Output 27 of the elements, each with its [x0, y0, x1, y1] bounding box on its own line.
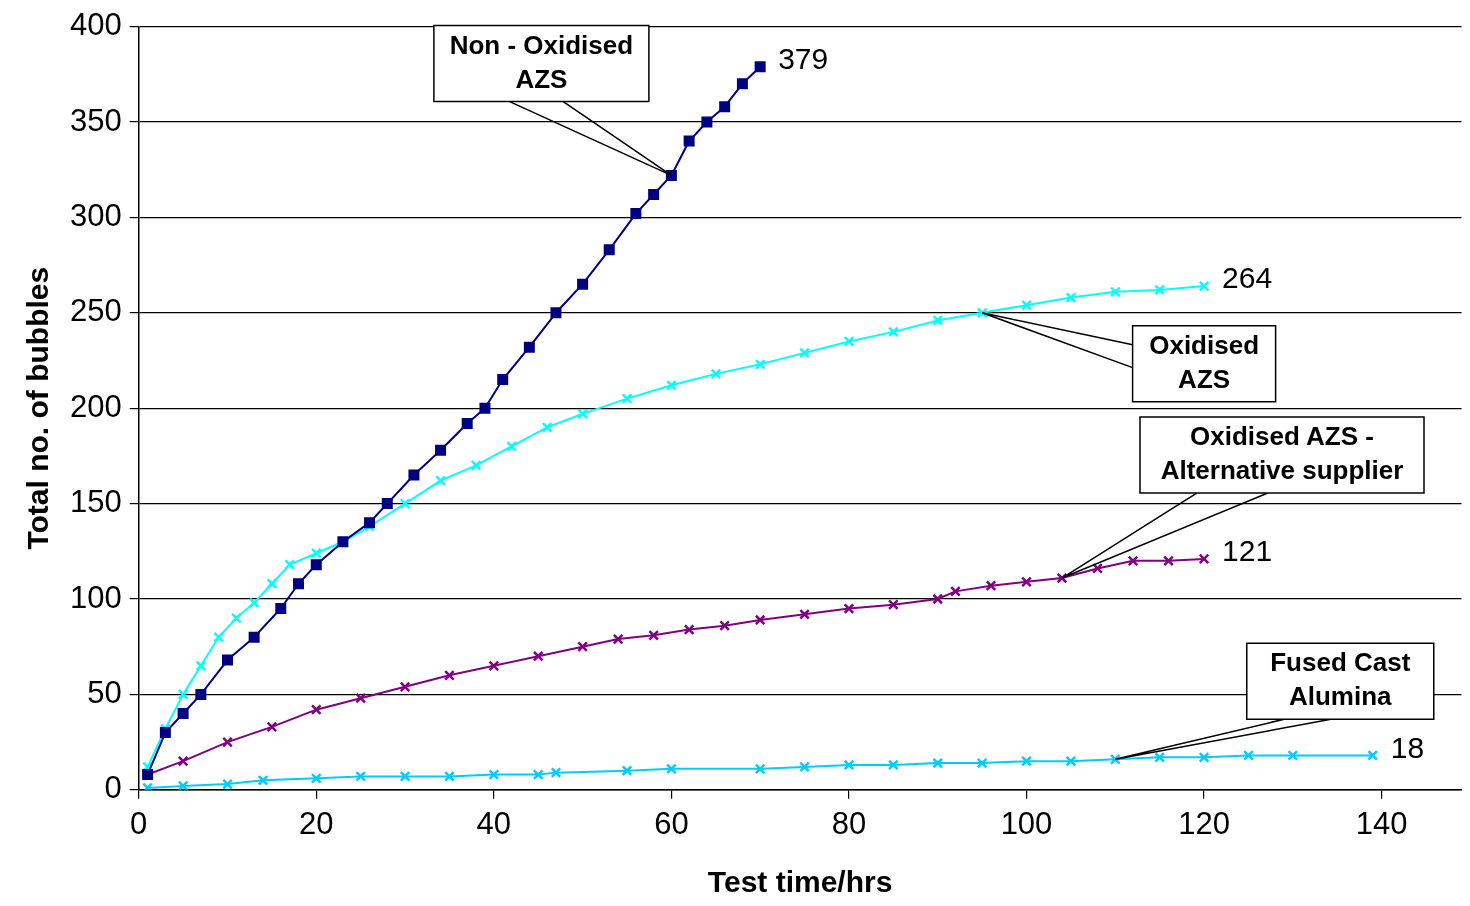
y-tick-label: 100: [69, 579, 122, 615]
x-tick-label: 20: [299, 805, 334, 841]
y-tick-label: 200: [69, 388, 122, 424]
y-tick-label: 150: [69, 484, 122, 520]
x-tick-label: 40: [476, 805, 512, 841]
x-tick-label: 100: [1000, 805, 1053, 841]
series-label: Oxidised AZS: [1149, 329, 1260, 394]
y-tick-label: 300: [69, 197, 122, 233]
data-label: 379: [778, 41, 829, 75]
y-tick-label: 250: [69, 293, 122, 329]
text: Oxidised AZS - Alternative supplier: [1160, 421, 1404, 486]
x-tick-label: 120: [1178, 805, 1230, 841]
x-tick-label: 140: [1355, 805, 1408, 841]
x-axis-title: Test time/hrs: [707, 865, 893, 899]
series-label: Fused Cast Alumina: [1270, 647, 1411, 712]
y-axis-title: Total no. of bubbles: [21, 266, 55, 550]
data-label: 121: [1222, 534, 1273, 568]
text: Non - Oxidised AZS: [449, 29, 634, 94]
x-tick-label: 80: [831, 805, 867, 841]
y-tick-label: 0: [104, 770, 122, 806]
y-tick-label: 350: [69, 102, 122, 138]
data-label: 264: [1222, 261, 1273, 295]
x-tick-label: 0: [130, 805, 148, 841]
data-label: 18: [1390, 730, 1425, 764]
y-tick-label: 400: [69, 7, 122, 43]
x-tick-label: 60: [654, 805, 689, 841]
y-tick-label: 50: [87, 674, 122, 710]
